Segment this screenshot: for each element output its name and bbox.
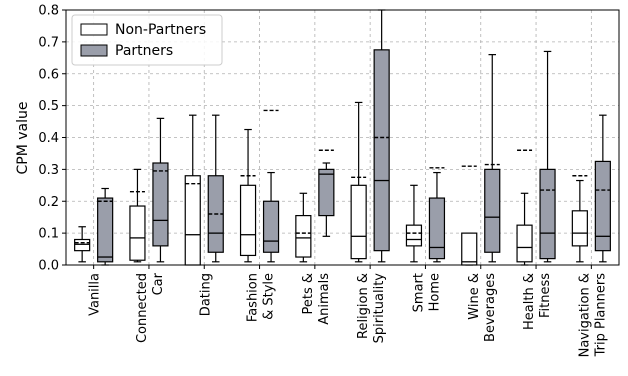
box-partners: [373, 9, 390, 263]
box-non-partners: [295, 192, 312, 263]
box-non-partners: [350, 101, 367, 263]
x-tick-label-line: Fitness: [538, 273, 553, 318]
box-iqr: [129, 205, 146, 261]
box-partners: [152, 117, 169, 263]
x-tick-label-line: Beverages: [483, 273, 498, 342]
x-tick-label-line: Dating: [198, 273, 213, 316]
box-iqr: [318, 168, 335, 217]
box-non-partners: [184, 114, 201, 266]
box-iqr: [428, 197, 446, 260]
box-iqr: [97, 197, 114, 263]
box-partners: [594, 114, 611, 263]
legend-label-partners: Partners: [115, 43, 173, 59]
y-tick-label: 0.7: [38, 35, 59, 50]
x-tick-label: Fashion & Style: [246, 273, 277, 322]
x-tick-label-line: Vanilla: [88, 273, 103, 316]
x-tick-label: Wine & Beverages: [467, 273, 498, 342]
box-iqr: [516, 224, 533, 263]
box-partners: [262, 109, 280, 263]
legend-swatch-partners: [80, 44, 108, 57]
box-partners: [97, 187, 114, 266]
x-tick-label: Religion & Spirituality: [356, 273, 387, 344]
box-iqr: [350, 184, 367, 260]
box-iqr: [295, 214, 312, 258]
box-non-partners: [516, 149, 533, 266]
box-non-partners: [571, 175, 588, 263]
box-iqr: [539, 168, 556, 260]
box-non-partners: [461, 165, 478, 266]
box-layer: [74, 9, 611, 266]
legend-label-non-partners: Non-Partners: [115, 22, 206, 38]
box-partners: [318, 149, 335, 237]
legend-frame: [71, 14, 223, 66]
x-tick-label: Vanilla: [88, 273, 103, 316]
box-non-partners: [239, 128, 257, 263]
x-tick-label-line: Spirituality: [372, 273, 387, 344]
box-partners: [539, 50, 556, 263]
y-tick-label: 0.6: [38, 67, 59, 82]
y-axis-label: CPM value: [15, 102, 31, 175]
box-non-partners: [129, 168, 146, 263]
x-tick-label: Dating: [198, 273, 213, 316]
x-tick-label-line: Animals: [317, 273, 332, 325]
x-tick-label: Pets & Animals: [301, 273, 332, 325]
box-iqr: [461, 232, 478, 266]
y-tick-label: 0.4: [38, 131, 59, 146]
x-tick-label-line: Connected: [135, 273, 150, 343]
box-iqr: [571, 210, 588, 247]
box-iqr: [373, 49, 390, 252]
box-non-partners: [74, 226, 91, 263]
x-tick-label-line: Wine &: [467, 273, 482, 320]
x-tick-label-line: Car: [151, 272, 166, 295]
x-tick-label-line: Trip Planners: [593, 273, 608, 358]
x-tick-label-line: Navigation &: [577, 273, 592, 357]
box-partners: [428, 167, 446, 263]
box-iqr: [262, 200, 280, 253]
legend-swatch-non-partners: [80, 23, 108, 36]
y-tick-label: 0.1: [38, 227, 59, 242]
box-partners: [207, 114, 224, 263]
x-tick-label-line: & Style: [262, 273, 277, 320]
box-iqr: [405, 224, 423, 247]
x-tick-label-line: Pets &: [301, 273, 316, 315]
y-tick-label: 0.8: [38, 4, 59, 19]
x-tick-label-line: Home: [427, 273, 442, 311]
box-iqr: [74, 238, 91, 252]
x-tick-label-line: Smart: [411, 273, 426, 312]
x-tick-label-line: Religion &: [356, 273, 371, 339]
box-iqr: [239, 184, 257, 257]
x-tick-label-line: Health &: [522, 273, 537, 330]
axis-layer: 0.0 0.1 0.2 0.3 0.4 0.5 0.6 0.7 0.8 Vanilla Connec…: [38, 4, 608, 358]
x-tick-label: Smart Home: [411, 273, 442, 312]
box-iqr: [152, 162, 169, 247]
y-tick-label: 0.3: [38, 163, 59, 178]
box-non-partners: [405, 184, 423, 263]
box-iqr: [184, 175, 201, 266]
x-tick-label: Navigation & Trip Planners: [577, 273, 608, 358]
box-iqr: [594, 160, 611, 252]
box-iqr: [484, 168, 501, 253]
x-tick-label: Health & Fitness: [522, 273, 553, 330]
x-tick-label-line: Fashion: [246, 273, 261, 322]
x-tick-label: Connected Car: [135, 272, 166, 343]
y-tick-label: 0.2: [38, 195, 59, 210]
box-partners: [484, 54, 501, 263]
y-tick-label: 0.0: [38, 259, 59, 274]
y-tick-label: 0.5: [38, 99, 59, 114]
legend: Non-Partners Partners: [71, 14, 223, 66]
